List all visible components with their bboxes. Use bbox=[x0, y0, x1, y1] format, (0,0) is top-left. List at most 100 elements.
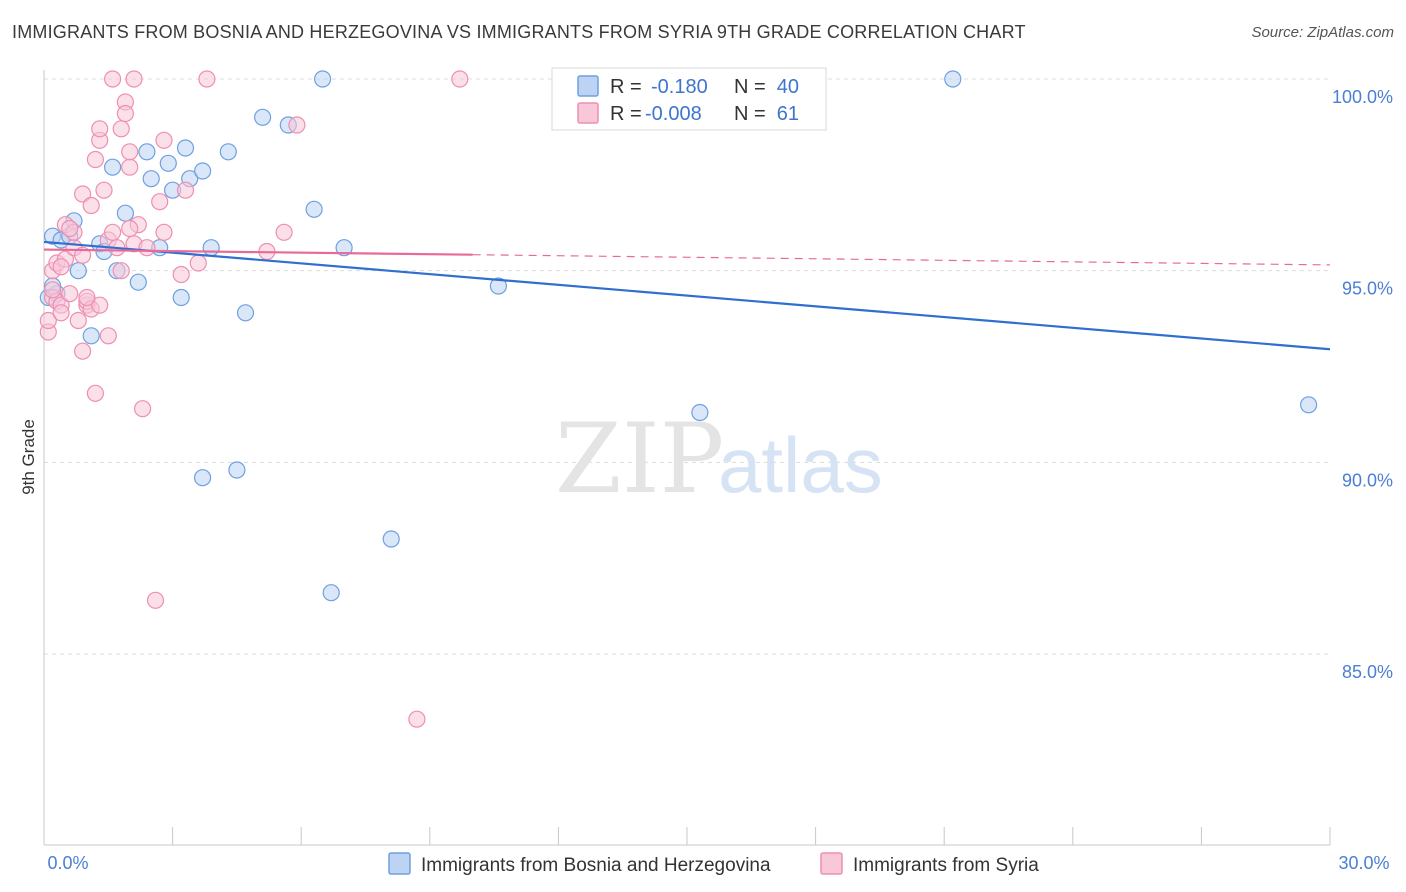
grid-lines bbox=[44, 78, 1330, 655]
point-bosnia bbox=[142, 170, 160, 188]
point-syria bbox=[121, 219, 139, 238]
legend-n-value-bosnia: 40 bbox=[777, 76, 799, 98]
x-tick-label-min: 0.0% bbox=[47, 853, 88, 873]
legend-r-value-syria: -0.008 bbox=[645, 103, 702, 125]
point-syria bbox=[176, 181, 195, 199]
x-tick-marks bbox=[43, 827, 1331, 845]
x-tick-label-max: 30.0% bbox=[1338, 853, 1389, 873]
legend-r-label-syria: R = bbox=[610, 103, 642, 125]
point-syria bbox=[116, 104, 135, 123]
point-bosnia bbox=[69, 262, 87, 280]
series-legend-swatch-bosnia bbox=[388, 852, 411, 875]
point-syria bbox=[408, 710, 426, 728]
point-bosnia bbox=[194, 469, 212, 487]
point-syria bbox=[91, 296, 109, 314]
point-bosnia bbox=[159, 154, 177, 172]
point-syria bbox=[288, 116, 306, 134]
point-syria bbox=[73, 246, 92, 264]
chart-title: IMMIGRANTS FROM BOSNIA AND HERZEGOVINA V… bbox=[12, 22, 1026, 42]
point-syria bbox=[103, 70, 122, 88]
y-tick-labels: 100.0% 95.0% 90.0% 85.0% bbox=[1332, 87, 1393, 682]
point-bosnia bbox=[691, 403, 709, 422]
series-legend-label-syria: Immigrants from Syria bbox=[853, 855, 1039, 876]
point-syria bbox=[155, 223, 173, 241]
trend-lines bbox=[43, 240, 1331, 351]
point-syria bbox=[155, 131, 173, 149]
point-syria bbox=[121, 158, 139, 176]
point-syria bbox=[73, 185, 92, 203]
point-bosnia bbox=[322, 584, 340, 602]
point-syria bbox=[125, 70, 143, 88]
point-bosnia bbox=[103, 158, 122, 176]
legend-r-value-bosnia: -0.180 bbox=[651, 76, 708, 98]
point-syria bbox=[43, 281, 62, 299]
legend-swatch-syria bbox=[577, 102, 599, 124]
legend-r-label-bosnia: R = bbox=[610, 76, 642, 98]
stats-legend: R = -0.180 N = 40 R = -0.008 N = 61 bbox=[551, 67, 827, 131]
point-bosnia bbox=[202, 239, 220, 257]
y-tick-label: 95.0% bbox=[1342, 279, 1393, 299]
point-bosnia bbox=[254, 108, 272, 126]
point-syria bbox=[275, 223, 293, 241]
point-syria bbox=[198, 70, 216, 88]
point-bosnia bbox=[129, 273, 147, 291]
point-bosnia bbox=[228, 461, 246, 479]
point-syria bbox=[91, 120, 109, 138]
trend-line-syria-dashed bbox=[472, 254, 1331, 266]
point-syria bbox=[151, 193, 169, 211]
point-syria bbox=[172, 265, 190, 284]
y-tick-label: 85.0% bbox=[1342, 662, 1393, 682]
point-syria bbox=[103, 223, 122, 241]
series-legend-label-bosnia: Immigrants from Bosnia and Herzegovina bbox=[421, 855, 771, 876]
trend-line-bosnia bbox=[43, 240, 1331, 351]
y-axis-label: 9th Grade bbox=[19, 419, 38, 495]
point-bosnia bbox=[1299, 396, 1318, 414]
point-syria bbox=[86, 384, 105, 402]
series-legend: Immigrants from Bosnia and Herzegovina I… bbox=[388, 852, 1039, 876]
point-bosnia bbox=[335, 239, 353, 257]
point-syria bbox=[52, 304, 70, 322]
point-syria bbox=[78, 288, 96, 307]
point-syria bbox=[134, 400, 152, 418]
series-legend-swatch-syria bbox=[820, 852, 843, 875]
point-syria bbox=[61, 219, 79, 238]
watermark-zip: ZIP bbox=[555, 403, 724, 515]
point-syria bbox=[138, 239, 156, 257]
watermark-atlas: atlas bbox=[718, 421, 883, 509]
point-bosnia bbox=[944, 70, 962, 88]
point-syria bbox=[61, 285, 79, 303]
legend-n-label-bosnia: N = bbox=[734, 76, 766, 98]
legend-swatch-bosnia bbox=[577, 75, 599, 97]
point-bosnia bbox=[489, 277, 507, 295]
point-syria bbox=[146, 591, 165, 609]
point-syria bbox=[95, 181, 113, 199]
point-syria bbox=[451, 70, 469, 88]
point-bosnia bbox=[116, 204, 135, 222]
point-syria bbox=[112, 120, 130, 138]
point-syria bbox=[121, 143, 139, 161]
point-bosnia bbox=[194, 162, 212, 180]
y-tick-label: 100.0% bbox=[1332, 87, 1393, 107]
point-bosnia bbox=[305, 200, 323, 218]
legend-n-label-syria: N = bbox=[734, 103, 766, 125]
chart-source: Source: ZipAtlas.com bbox=[1251, 24, 1394, 41]
point-bosnia bbox=[82, 327, 100, 345]
legend-n-value-syria: 61 bbox=[777, 103, 799, 125]
point-syria bbox=[82, 196, 100, 215]
point-bosnia bbox=[172, 288, 190, 307]
point-bosnia bbox=[314, 70, 332, 88]
trend-line-syria bbox=[43, 248, 473, 256]
point-syria bbox=[86, 150, 105, 169]
point-bosnia bbox=[138, 143, 156, 161]
point-syria bbox=[189, 254, 207, 272]
point-syria bbox=[73, 342, 92, 360]
point-syria bbox=[69, 311, 87, 330]
point-syria bbox=[99, 327, 117, 345]
y-tick-label: 90.0% bbox=[1342, 470, 1393, 490]
point-bosnia bbox=[219, 143, 237, 161]
point-bosnia bbox=[382, 530, 400, 548]
point-bosnia bbox=[176, 139, 195, 157]
scatter-points bbox=[39, 70, 1318, 728]
point-syria bbox=[52, 258, 70, 276]
